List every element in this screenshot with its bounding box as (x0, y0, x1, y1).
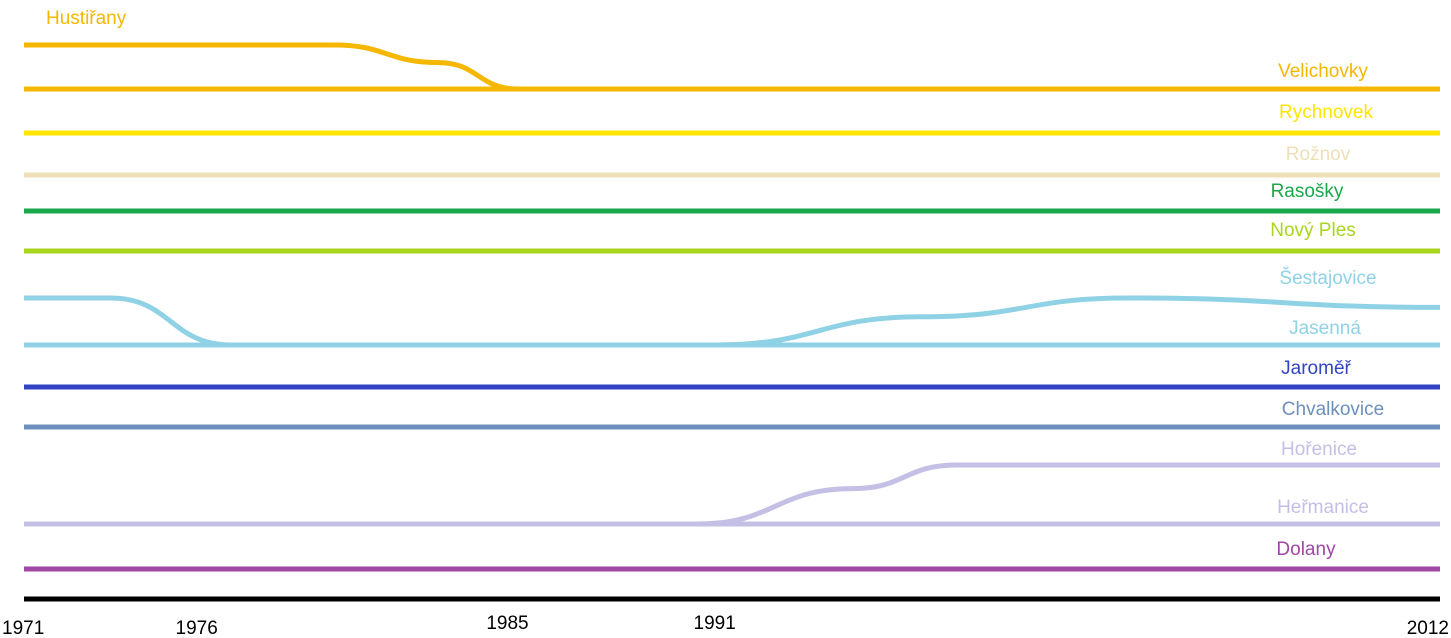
series-label-dolany: Dolany (1276, 539, 1336, 560)
series-label-velichovky: Velichovky (1278, 61, 1368, 82)
series-line-horenice (697, 462, 1440, 527)
series-label-sestajovice: Šestajovice (1279, 267, 1376, 289)
series-label-hustirany: Hustiřany (46, 8, 127, 29)
x-tick-label-1985: 1985 (486, 613, 528, 634)
series-label-hermanice: Heřmanice (1277, 497, 1369, 518)
series-line-sestajovice (24, 295, 1441, 348)
series-layer (24, 42, 1441, 572)
series-label-rasosky: Rasošky (1271, 181, 1344, 202)
x-tick-label-1976: 1976 (176, 618, 218, 638)
series-label-novy-ples: Nový Ples (1270, 220, 1356, 241)
x-tick-label-1991: 1991 (694, 613, 736, 634)
series-label-roznov: Rožnov (1286, 144, 1351, 165)
series-line-hustirany (24, 42, 518, 92)
tick-label-layer: 1971 1976 1985 1991 2012 (2, 613, 1449, 638)
series-label-horenice: Hořenice (1281, 439, 1357, 460)
x-tick-label-1971: 1971 (2, 618, 44, 638)
series-label-chvalkovice: Chvalkovice (1282, 399, 1384, 420)
series-label-jaromer: Jaroměř (1281, 358, 1351, 379)
series-label-rychnovek: Rychnovek (1279, 102, 1373, 123)
series-label-layer: Hustiřany Velichovky Rychnovek Rožnov Rasošk… (46, 8, 1384, 560)
x-tick-label-2012: 2012 (1407, 618, 1449, 638)
series-label-jasenna: Jasenná (1289, 318, 1361, 339)
